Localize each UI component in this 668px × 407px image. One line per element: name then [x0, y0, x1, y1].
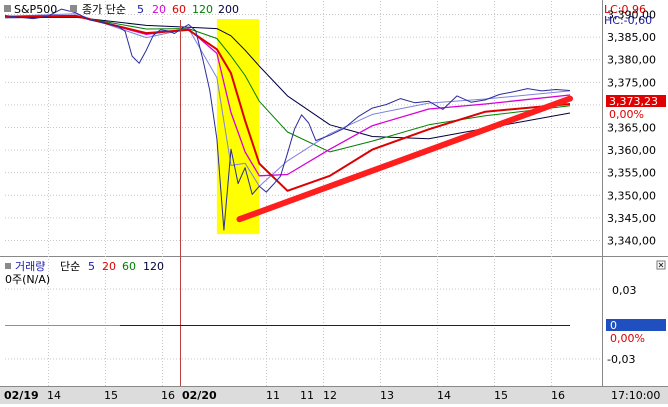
volume-ma-period-60: 60 [122, 260, 136, 273]
ma-period-60: 60 [172, 3, 186, 16]
current-price-tag: 3,373,23 [609, 95, 658, 108]
ma-period-5: 5 [137, 3, 144, 16]
x-label-11a: 11 [266, 389, 280, 402]
series-line-sp500 [5, 8, 571, 231]
ma-period-20: 20 [152, 3, 166, 16]
x-label-0219: 02/19 [4, 389, 39, 402]
x-label-14a: 14 [47, 389, 61, 402]
y-tick-label: 3,365,00 [607, 122, 656, 135]
volume-tick-bottom: -0,03 [607, 353, 635, 366]
y-tick-label: 3,360,00 [607, 144, 656, 157]
y-tick-label: 3,355,00 [607, 167, 656, 180]
symbol-label: S&P500 [14, 3, 57, 16]
x-label-15b: 15 [494, 389, 508, 402]
series-marker-icon [4, 5, 11, 12]
volume-value-tag: 0 [610, 319, 617, 332]
ma-label: 종가 단순 [82, 3, 126, 16]
ma-marker-icon [70, 5, 77, 12]
close-icon[interactable] [656, 260, 666, 270]
y-tick-label: 3,375,00 [607, 76, 656, 89]
hc-label: HC:-0,60 [604, 14, 652, 27]
volume-ma-period-20: 20 [102, 260, 116, 273]
x-label-15a: 15 [104, 389, 118, 402]
series-layer [5, 8, 571, 231]
volume-unit-label: 0주(N/A) [5, 273, 50, 286]
ma-period-120: 120 [192, 3, 213, 16]
y-tick-label: 3,340,00 [607, 234, 656, 247]
series-line-60 [5, 14, 571, 192]
x-label-0220: 02/20 [182, 389, 217, 402]
volume-ma-period-5: 5 [88, 260, 95, 273]
x-label-16b: 16 [551, 389, 565, 402]
x-axis-labels: 02/19 14 15 16 02/20 11 11 12 13 14 15 1… [4, 389, 660, 402]
y-tick-label: 3,385,00 [607, 31, 656, 44]
x-axis-bar [0, 386, 668, 404]
highlight-rect [216, 19, 260, 235]
x-axis-time: 17:10:00 [611, 389, 660, 402]
volume-ma-period-120: 120 [143, 260, 164, 273]
trendline-layer [236, 95, 573, 223]
y-tick-label: 3,390,00 [607, 9, 656, 22]
y-axis-ticks: 3,390,00 3,385,00 3,380,00 3,375,00 3,365,00… [607, 9, 656, 248]
pct-label: 0,00% [609, 108, 644, 121]
price-tag-box [606, 95, 666, 107]
series-line-120 [5, 15, 571, 153]
lc-label: LC:0,96 [604, 3, 646, 16]
trendline [236, 95, 573, 223]
volume-value-box [606, 319, 666, 331]
volume-ma-label: 단순 [60, 260, 80, 273]
ma-period-200: 200 [218, 3, 239, 16]
x-label-13: 13 [380, 389, 394, 402]
x-label-12: 12 [323, 389, 337, 402]
volume-pct-tick: 0,00% [610, 332, 645, 345]
y-tick-label: 3,345,00 [607, 212, 656, 225]
x-label-14b: 14 [437, 389, 451, 402]
volume-tick-top: 0,03 [612, 284, 637, 297]
y-tick-label: 3,380,00 [607, 54, 656, 67]
series-line-200 [5, 16, 571, 140]
x-label-16a: 16 [161, 389, 175, 402]
x-label-11b: 11 [300, 389, 314, 402]
highlight-box [216, 19, 260, 235]
y-tick-label: 3,350,00 [607, 189, 656, 202]
volume-marker-icon [5, 263, 11, 269]
volume-label: 거래량 [15, 260, 45, 273]
